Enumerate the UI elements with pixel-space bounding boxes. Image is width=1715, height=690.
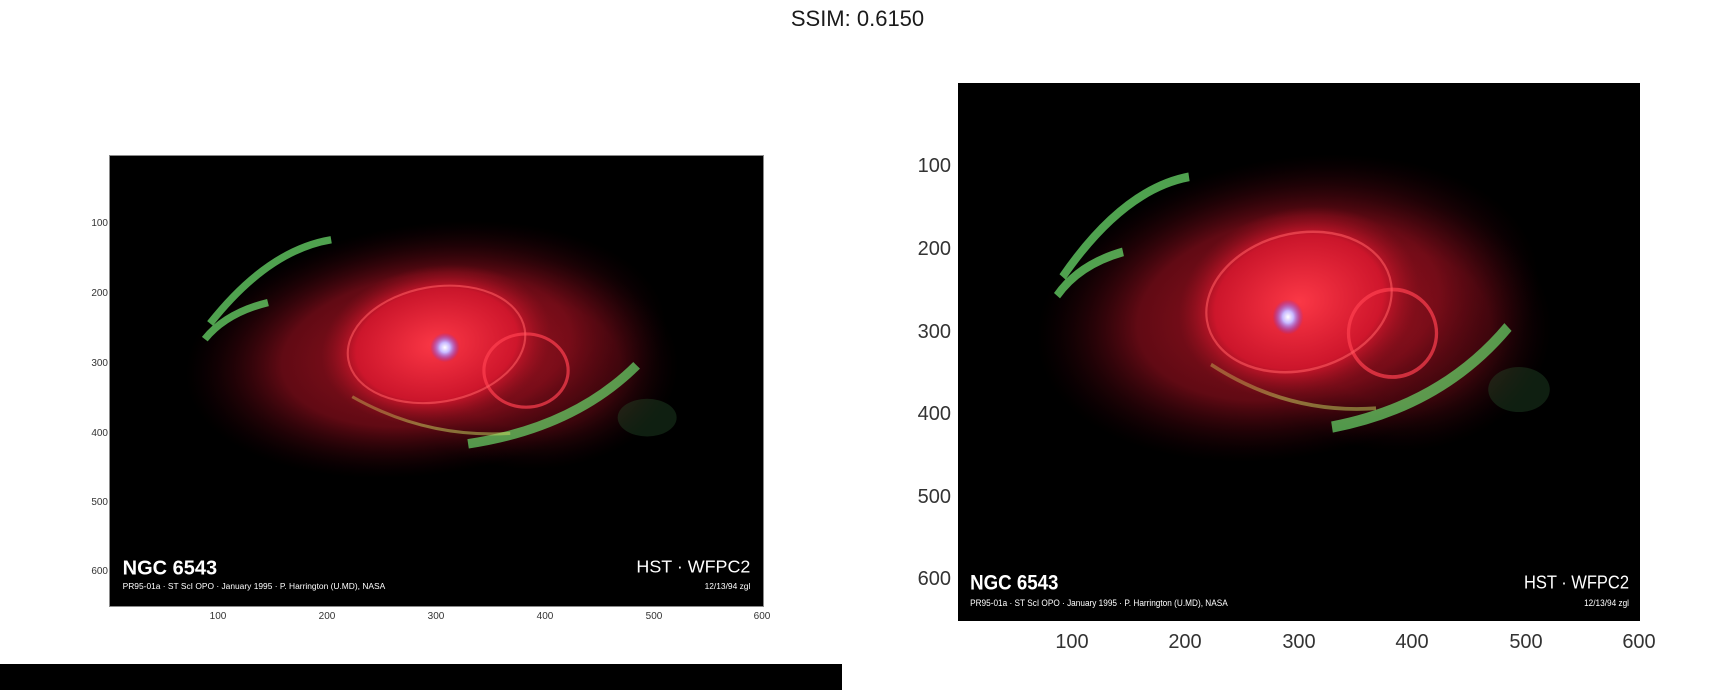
right-caption-date: 12/13/94 zgl [1584, 597, 1629, 608]
right-ytick-label: 400 [917, 403, 951, 425]
right-nebula-image: NGC 6543 PR95-01a · ST ScI OPO · January… [958, 83, 1640, 621]
left-caption-name: NGC 6543 [123, 558, 218, 580]
right-ytick-label: 300 [917, 321, 951, 343]
right-ytick-label: 100 [917, 155, 951, 177]
left-ytick-label: 200 [91, 288, 108, 299]
left-xtick-label: 200 [318, 611, 336, 622]
left-ytick-label: 400 [91, 428, 108, 439]
left-ytick-label: 500 [91, 497, 108, 508]
right-nebula-graphic: NGC 6543 PR95-01a · ST ScI OPO · January… [958, 83, 1640, 621]
left-caption-credit: PR95-01a · ST ScI OPO · January 1995 · P… [123, 581, 386, 591]
left-xtick-label: 400 [536, 611, 554, 622]
right-xtick-label: 400 [1395, 631, 1429, 653]
right-xtick-label: 100 [1055, 631, 1089, 653]
figure-title: SSIM: 0.6150 [790, 6, 925, 31]
left-nebula-graphic: NGC 6543 PR95-01a · ST ScI OPO · January… [110, 156, 763, 606]
right-xtick-label: 600 [1622, 631, 1656, 653]
right-ytick-label: 600 [917, 568, 951, 590]
right-xtick-label: 200 [1168, 631, 1202, 653]
left-xtick-label: 300 [427, 611, 445, 622]
left-xtick-label: 600 [753, 611, 771, 622]
right-caption-instrument: HST · WFPC2 [1524, 571, 1629, 592]
right-xtick-label: 500 [1509, 631, 1543, 653]
right-caption-name: NGC 6543 [970, 572, 1058, 595]
right-ytick-label: 200 [917, 238, 951, 260]
left-ytick-label: 300 [91, 358, 108, 369]
left-xtick-label: 500 [645, 611, 663, 622]
left-ytick-label: 600 [91, 566, 108, 577]
right-xtick-label: 300 [1282, 631, 1316, 653]
bottom-black-bar [0, 664, 842, 690]
left-nebula-image: NGC 6543 PR95-01a · ST ScI OPO · January… [109, 155, 764, 607]
left-ytick-label: 100 [91, 218, 108, 229]
left-xtick-label: 100 [209, 611, 227, 622]
left-caption-instrument: HST · WFPC2 [636, 557, 750, 577]
right-ytick-label: 500 [917, 486, 951, 508]
right-caption-credit: PR95-01a · ST ScI OPO · January 1995 · P… [970, 597, 1228, 608]
left-caption-date: 12/13/94 zgl [705, 581, 751, 591]
